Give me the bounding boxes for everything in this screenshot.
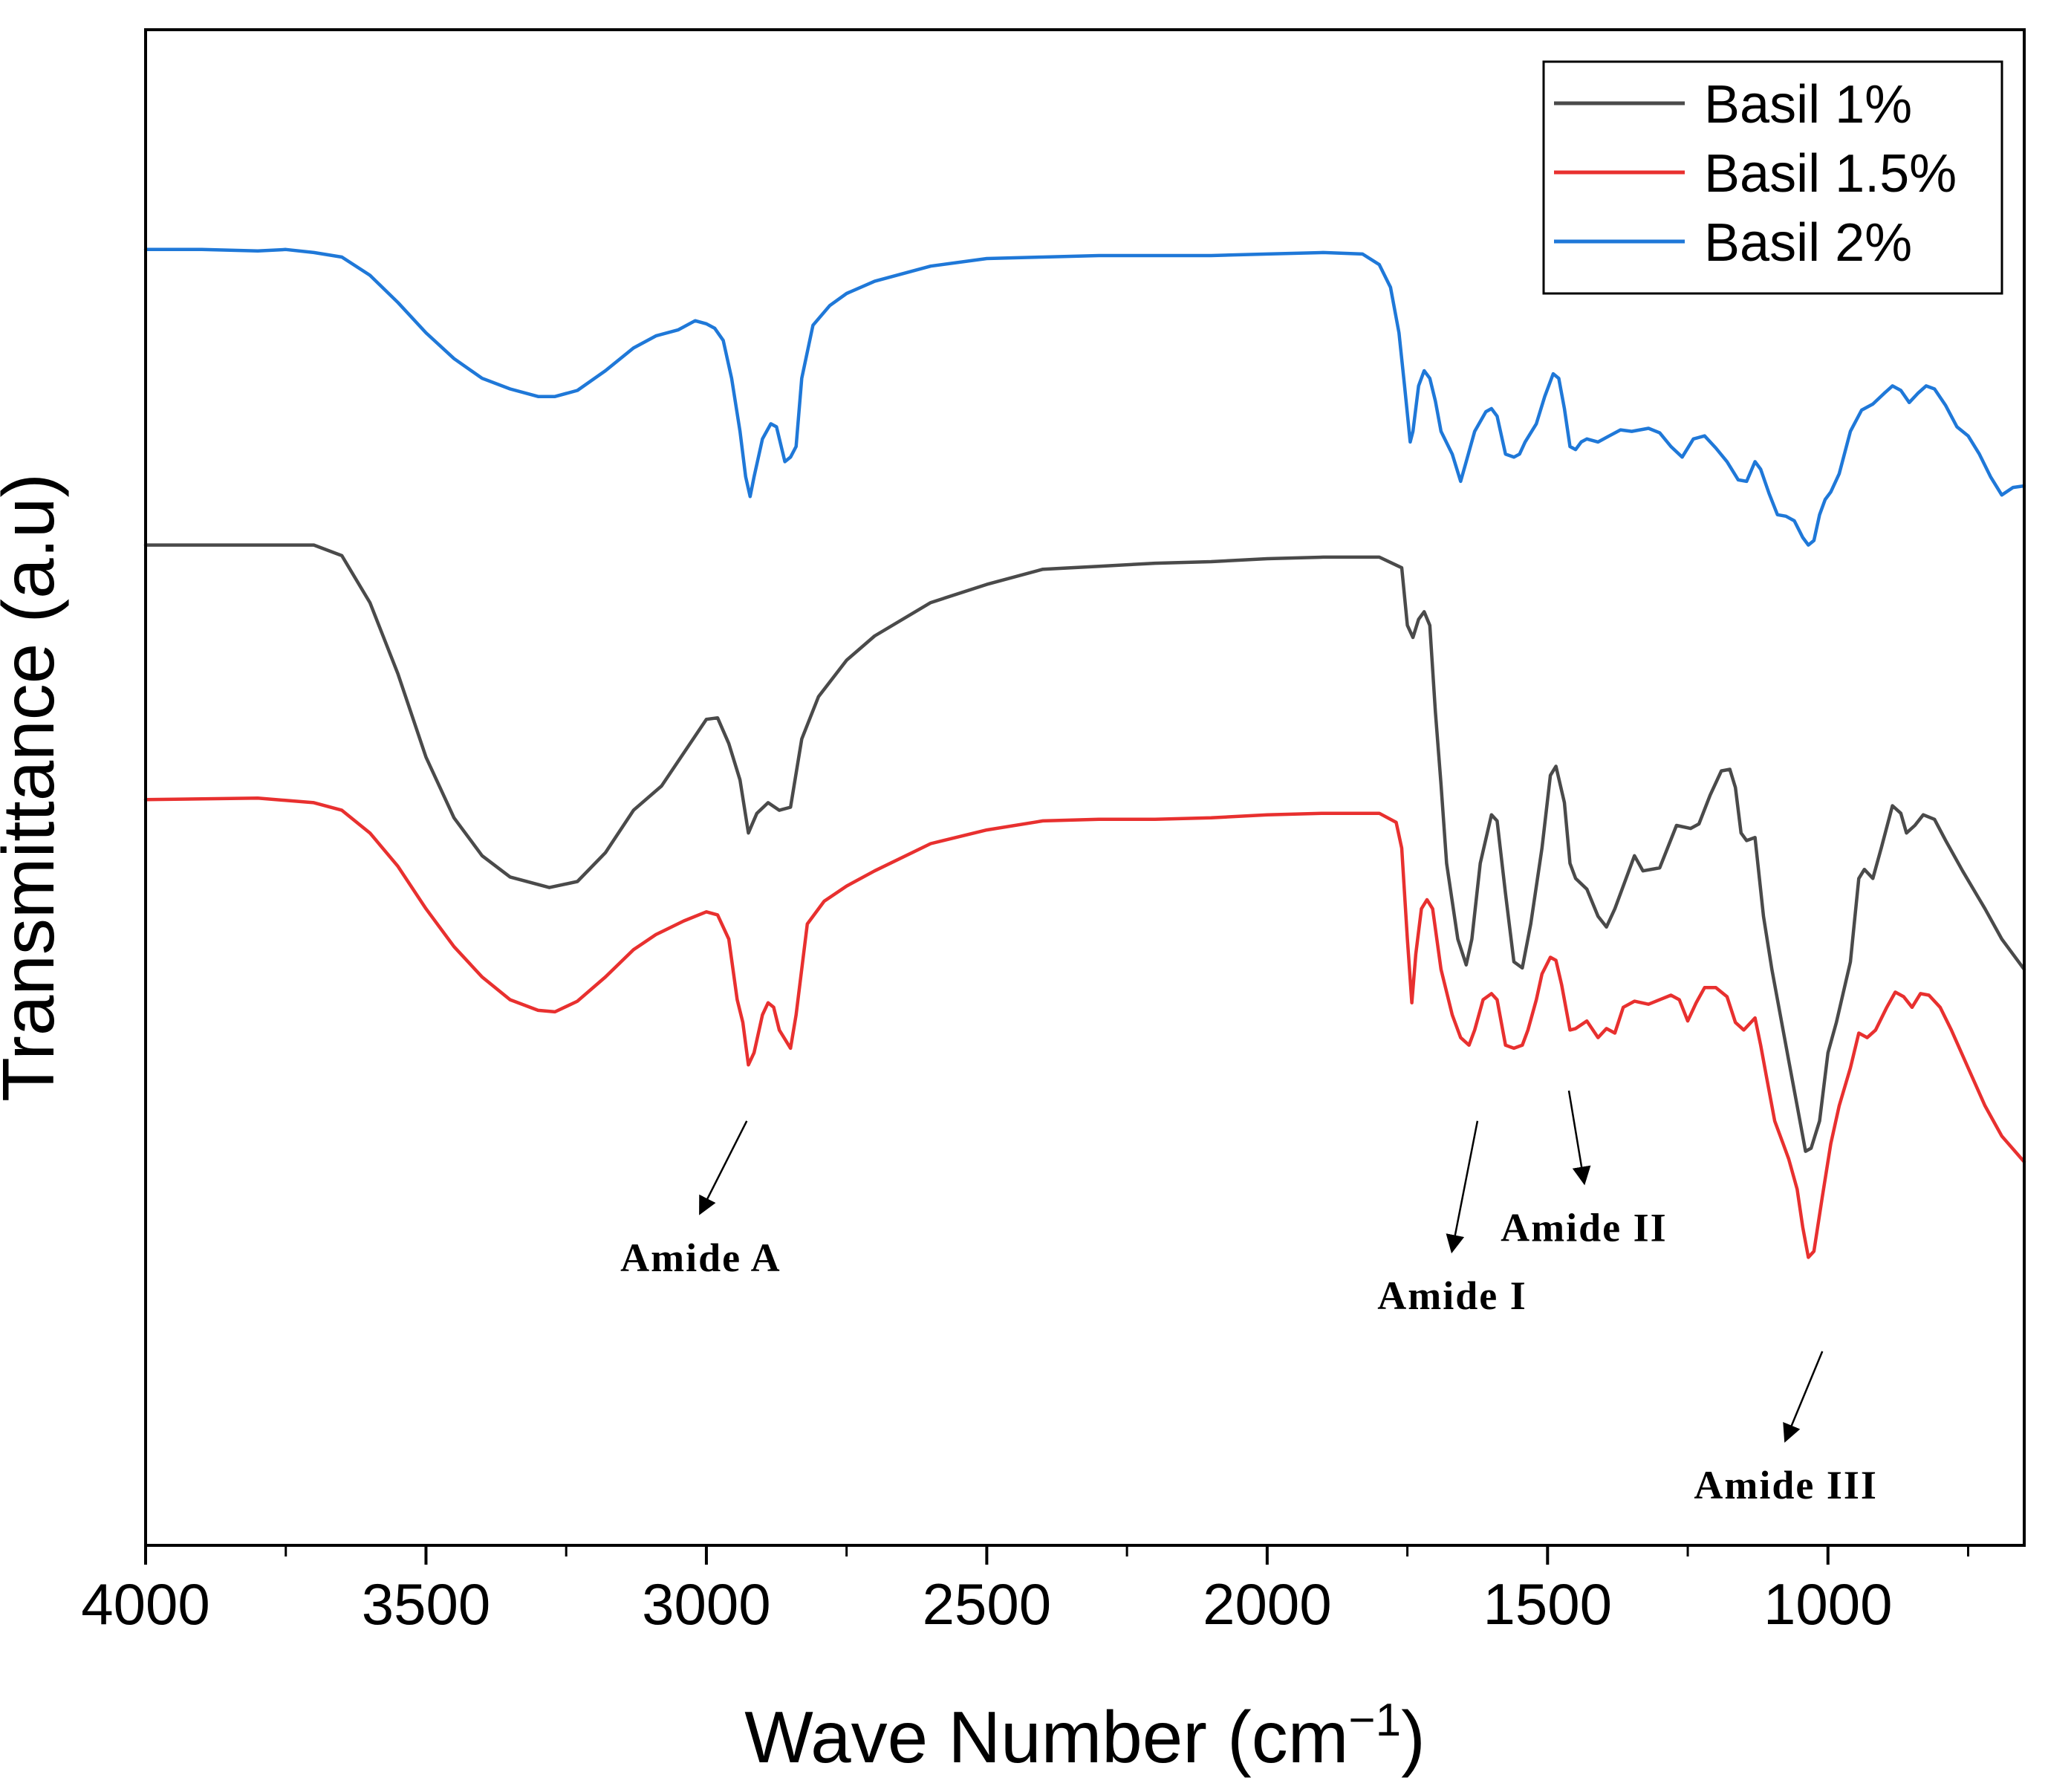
series-line-3 [143, 247, 2026, 547]
annotation-arrow-3 [1567, 1090, 1591, 1186]
legend-label-1: Basil 1% [1704, 75, 1912, 134]
legend: Basil 1% Basil 1.5% Basil 2% [1542, 60, 2003, 295]
x-tick-label: 3500 [362, 1571, 491, 1637]
series-layer [143, 247, 2026, 1259]
x-tick-label: 1000 [1763, 1571, 1893, 1637]
series-line-1 [143, 543, 2026, 1153]
x-axis-title: Wave Number (cm−1) [744, 1695, 1426, 1778]
x-axis-title-superscript: −1 [1348, 1695, 1401, 1746]
y-axis-title: Transmittance (a.u) [0, 473, 69, 1102]
annotation-arrow-1 [699, 1120, 748, 1215]
legend-label-2: Basil 1.5% [1704, 144, 1957, 204]
plot-area-frame [144, 28, 2026, 1547]
x-tick-label: 1500 [1483, 1571, 1613, 1637]
x-axis-ticks: 4000 3500 3000 2500 2000 1500 1000 [81, 1545, 1970, 1637]
x-tick-label: 2500 [923, 1571, 1052, 1637]
x-tick-label: 4000 [81, 1571, 210, 1637]
annotation-arrow-4 [1783, 1351, 1824, 1443]
series-line-2 [143, 796, 2026, 1259]
annotation-label-1: Amide A [620, 1236, 781, 1280]
x-axis-title-main: Wave Number (cm [744, 1696, 1348, 1778]
x-tick-label: 3000 [642, 1571, 771, 1637]
x-tick-label: 2000 [1203, 1571, 1332, 1637]
annotation-arrow-2 [1446, 1120, 1479, 1254]
legend-box [1542, 60, 2003, 295]
annotation-layer: Amide A Amide I Amide II Amide III [620, 1090, 1878, 1507]
annotation-label-2: Amide I [1377, 1273, 1527, 1318]
legend-label-3: Basil 2% [1704, 213, 1912, 273]
x-axis-title-close: ) [1401, 1696, 1426, 1778]
annotation-label-3: Amide II [1501, 1205, 1668, 1250]
annotation-label-4: Amide III [1694, 1463, 1878, 1507]
